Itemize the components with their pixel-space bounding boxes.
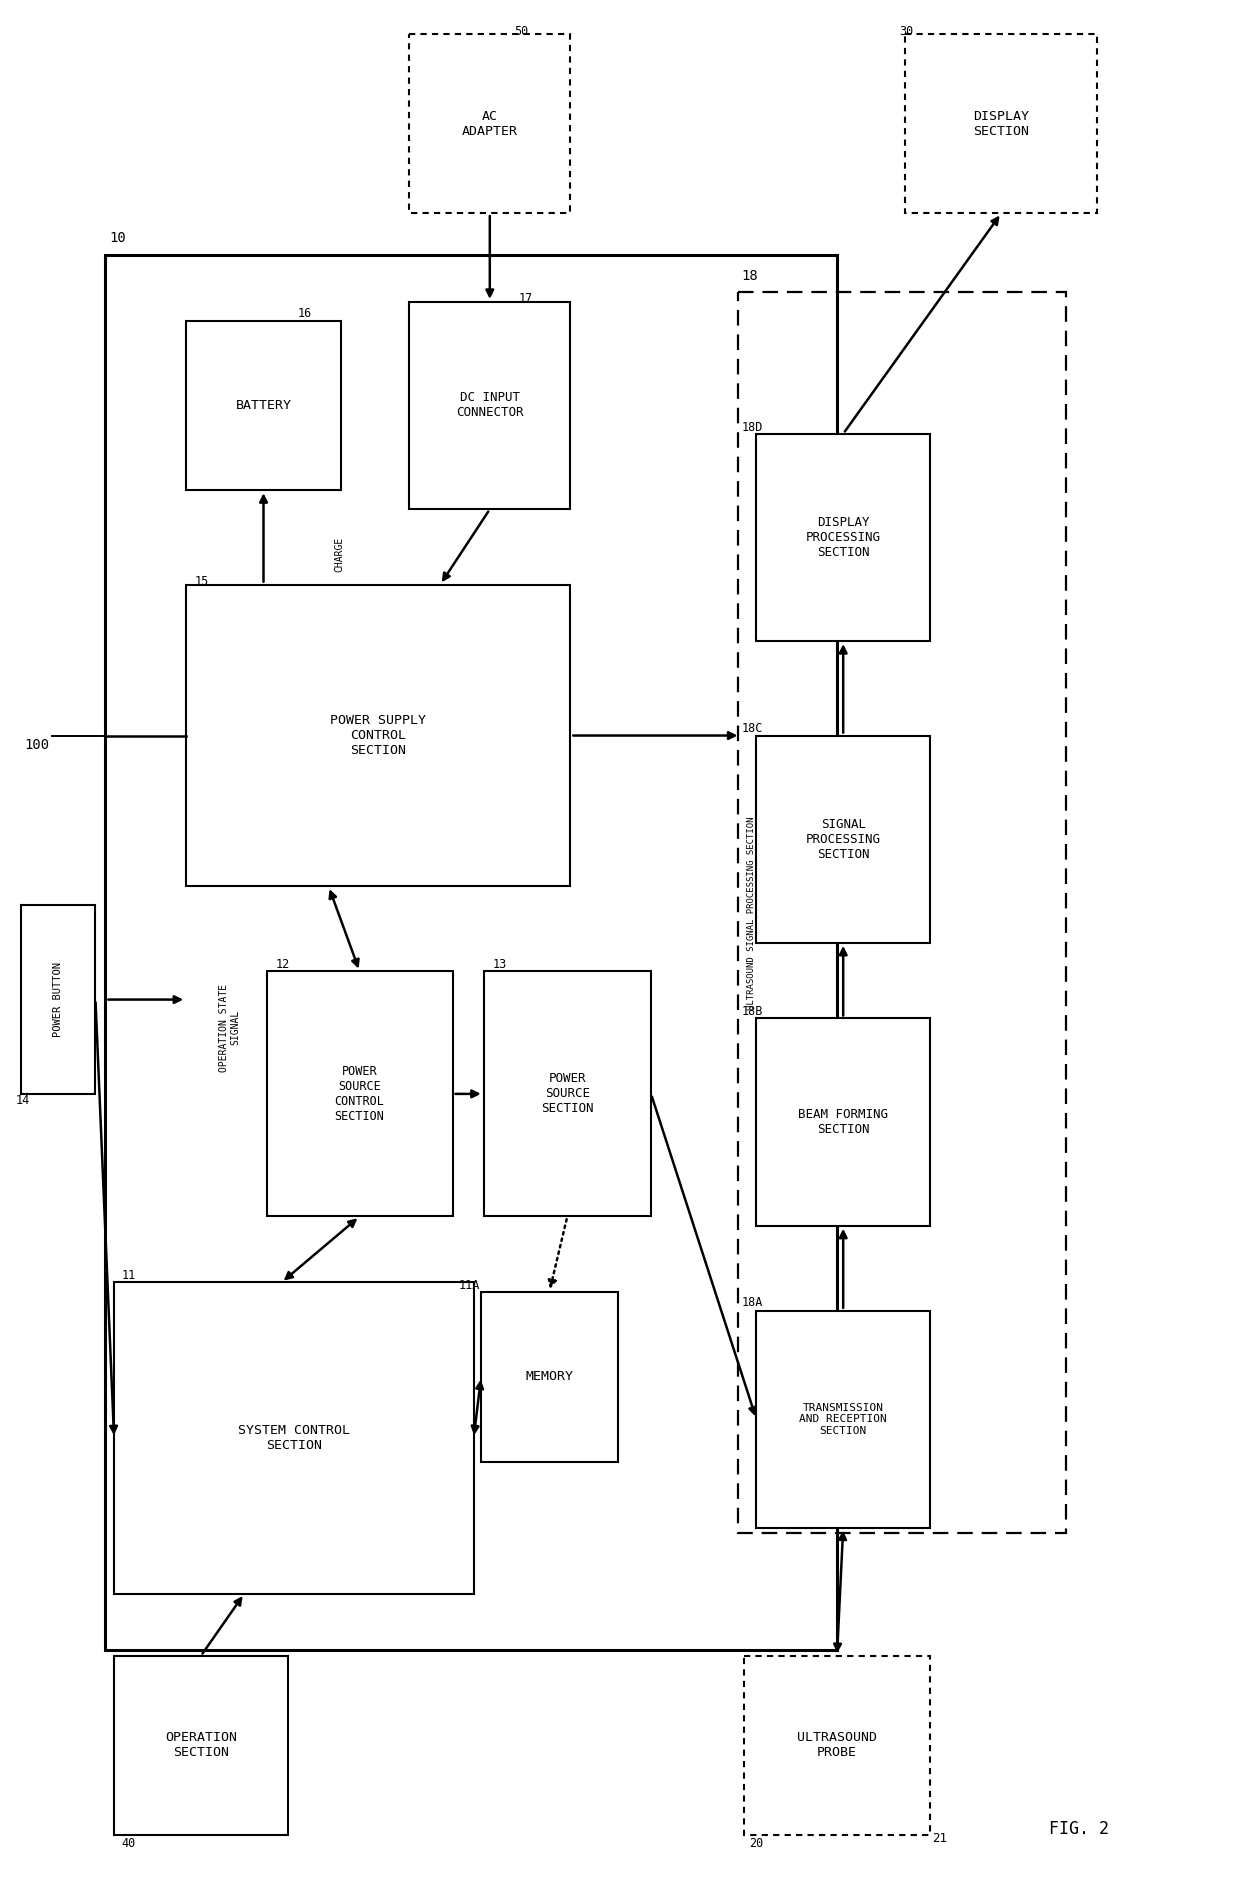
Bar <box>105 255 837 1650</box>
Text: 50: 50 <box>515 25 528 38</box>
Text: SYSTEM CONTROL
SECTION: SYSTEM CONTROL SECTION <box>238 1424 350 1452</box>
Text: 11A: 11A <box>459 1279 480 1292</box>
Text: OPERATION
SECTION: OPERATION SECTION <box>165 1731 237 1760</box>
Text: 11: 11 <box>122 1269 135 1282</box>
Text: 21: 21 <box>932 1833 947 1845</box>
Bar <box>905 34 1097 213</box>
Bar <box>114 1282 474 1594</box>
Text: 18A: 18A <box>742 1296 763 1309</box>
Bar <box>409 302 570 509</box>
Bar <box>756 736 930 943</box>
Text: ULTRASOUND
PROBE: ULTRASOUND PROBE <box>797 1731 877 1760</box>
Text: 30: 30 <box>899 25 913 38</box>
Text: 12: 12 <box>275 958 289 971</box>
Bar <box>756 434 930 641</box>
Text: 18C: 18C <box>742 722 763 736</box>
Text: POWER
SOURCE
CONTROL
SECTION: POWER SOURCE CONTROL SECTION <box>335 1066 384 1122</box>
Bar <box>481 1292 618 1462</box>
Bar <box>186 321 341 490</box>
Text: FIG. 2: FIG. 2 <box>1049 1820 1109 1839</box>
Text: POWER
SOURCE
SECTION: POWER SOURCE SECTION <box>541 1073 594 1115</box>
Text: AC
ADAPTER: AC ADAPTER <box>461 109 518 138</box>
Bar <box>21 905 95 1094</box>
Text: 16: 16 <box>298 307 311 321</box>
Text: 14: 14 <box>16 1094 30 1107</box>
Bar <box>114 1656 288 1835</box>
Text: SIGNAL
PROCESSING
SECTION: SIGNAL PROCESSING SECTION <box>806 819 880 860</box>
Bar <box>484 971 651 1216</box>
Text: 17: 17 <box>518 292 532 306</box>
Text: ULTRASOUND SIGNAL PROCESSING SECTION: ULTRASOUND SIGNAL PROCESSING SECTION <box>746 817 756 1009</box>
Text: 18: 18 <box>742 270 759 283</box>
Text: 40: 40 <box>122 1837 135 1850</box>
Bar <box>409 34 570 213</box>
Text: DISPLAY
SECTION: DISPLAY SECTION <box>973 109 1029 138</box>
Bar <box>738 292 1066 1533</box>
Bar <box>186 585 570 886</box>
Text: POWER BUTTON: POWER BUTTON <box>53 962 63 1037</box>
Text: 13: 13 <box>492 958 506 971</box>
Text: 20: 20 <box>749 1837 763 1850</box>
Bar <box>756 1311 930 1528</box>
Text: 100: 100 <box>25 737 50 753</box>
Text: DC INPUT
CONNECTOR: DC INPUT CONNECTOR <box>456 392 523 419</box>
Text: BEAM FORMING
SECTION: BEAM FORMING SECTION <box>799 1109 888 1135</box>
Text: 18B: 18B <box>742 1005 763 1018</box>
Bar <box>267 971 453 1216</box>
Bar <box>756 1018 930 1226</box>
Text: 18D: 18D <box>742 421 763 434</box>
Text: BATTERY: BATTERY <box>236 400 291 411</box>
Bar <box>744 1656 930 1835</box>
Text: DISPLAY
PROCESSING
SECTION: DISPLAY PROCESSING SECTION <box>806 517 880 558</box>
Text: OPERATION STATE
SIGNAL: OPERATION STATE SIGNAL <box>218 984 241 1071</box>
Text: POWER SUPPLY
CONTROL
SECTION: POWER SUPPLY CONTROL SECTION <box>330 715 427 756</box>
Text: 10: 10 <box>109 232 126 245</box>
Text: TRANSMISSION
AND RECEPTION
SECTION: TRANSMISSION AND RECEPTION SECTION <box>800 1403 887 1435</box>
Text: CHARGE: CHARGE <box>335 538 345 571</box>
Text: 15: 15 <box>195 575 208 588</box>
Text: MEMORY: MEMORY <box>526 1371 573 1382</box>
